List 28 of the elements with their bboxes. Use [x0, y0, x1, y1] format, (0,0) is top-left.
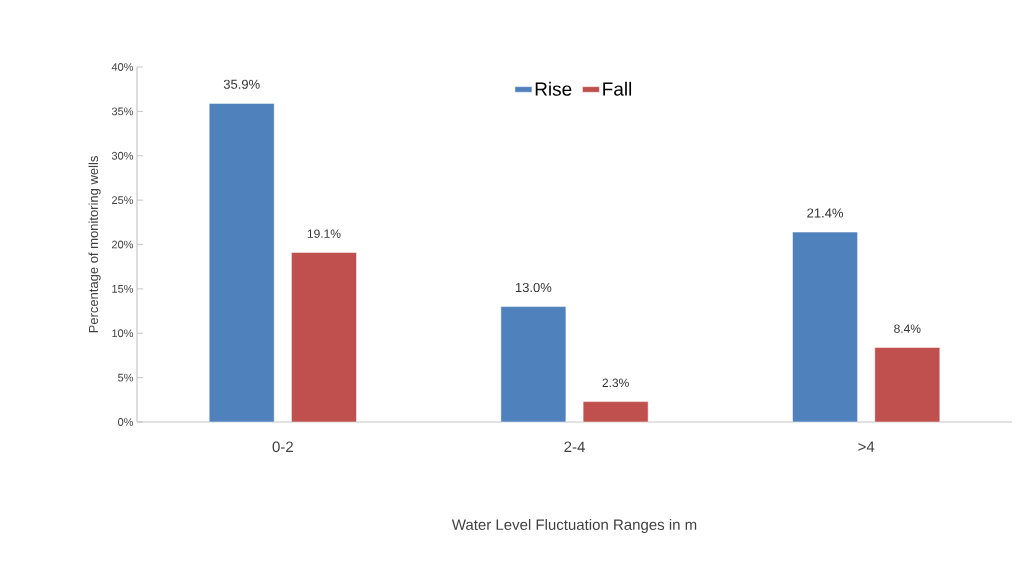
- y-tick-label: 20%: [112, 240, 134, 249]
- legend-label: Fall: [603, 81, 632, 96]
- bar: [582, 401, 649, 423]
- y-tick-label: 30%: [111, 151, 134, 160]
- x-axis-title: Water Level Fluctuation Ranges in m: [451, 518, 697, 533]
- bar: [792, 231, 858, 423]
- x-tick-label: 2-4: [564, 441, 585, 452]
- data-label: 8.4%: [894, 324, 921, 333]
- bar: [874, 347, 941, 423]
- x-tick-label: >4: [858, 441, 875, 452]
- x-tick-label: 0-2: [272, 441, 293, 453]
- bar: [208, 103, 275, 423]
- bar: [291, 252, 357, 423]
- data-label: 35.9%: [223, 79, 260, 89]
- y-tick-label: 25%: [112, 196, 134, 205]
- y-tick-label: 40%: [111, 63, 134, 71]
- y-tick-label: 5%: [118, 373, 134, 382]
- data-label: 13.0%: [515, 282, 552, 293]
- y-tick-label: 10%: [112, 329, 134, 338]
- data-label: 21.4%: [807, 208, 844, 218]
- data-label: 19.1%: [307, 229, 341, 238]
- bar: [500, 306, 567, 423]
- y-tick-label: 0%: [118, 418, 134, 426]
- y-tick-label: 35%: [111, 107, 134, 116]
- data-label: 2.3%: [602, 378, 629, 388]
- legend-label: Rise: [535, 81, 572, 96]
- y-axis-title: Percentage of monitoring wells: [88, 156, 101, 333]
- y-tick-label: 15%: [112, 285, 134, 293]
